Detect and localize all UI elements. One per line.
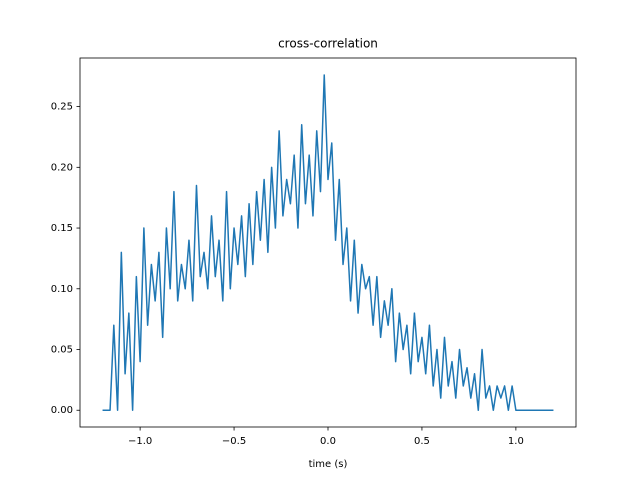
y-tick-label: 0.05 xyxy=(51,345,73,356)
plot-frame xyxy=(79,57,577,428)
x-tick-label: 0.5 xyxy=(414,436,430,447)
y-tick-label: 0.10 xyxy=(51,284,73,295)
x-axis-label: time (s) xyxy=(309,459,348,470)
y-tick-label: 0.15 xyxy=(51,223,73,234)
y-tick-label: 0.00 xyxy=(51,405,73,416)
x-tick-label: −0.5 xyxy=(222,436,246,447)
x-tick-label: −1.0 xyxy=(128,436,152,447)
x-tick-label: 0.0 xyxy=(320,436,336,447)
y-tick-label: 0.20 xyxy=(51,162,73,173)
chart-title: cross-correlation xyxy=(278,37,378,51)
x-tick-label: 1.0 xyxy=(508,436,524,447)
data-line xyxy=(102,74,554,411)
y-tick-label: 0.25 xyxy=(51,102,73,113)
